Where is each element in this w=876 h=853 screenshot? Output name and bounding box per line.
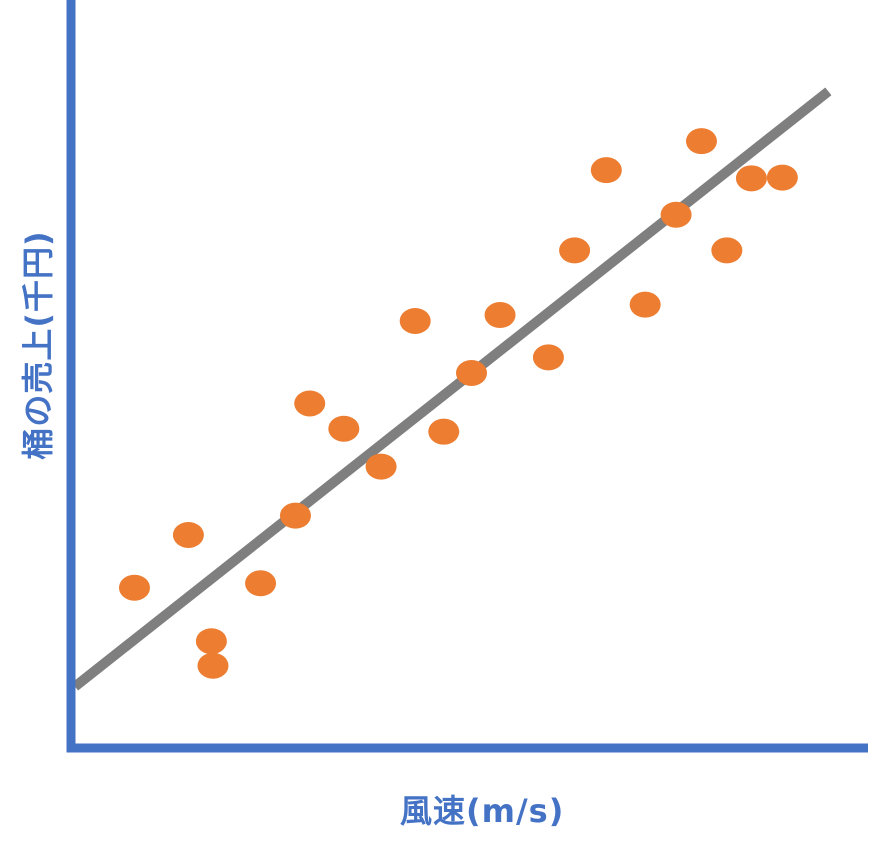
- data-point: [328, 415, 360, 442]
- data-point: [590, 157, 622, 184]
- data-point: [484, 302, 516, 329]
- x-axis-label: 風速(m/s): [400, 792, 565, 830]
- data-point: [294, 390, 326, 417]
- data-point: [685, 128, 717, 155]
- data-point: [735, 165, 767, 192]
- data-point: [118, 574, 150, 601]
- data-point: [766, 164, 798, 191]
- data-point: [365, 453, 397, 480]
- chart-marks: [71, 87, 832, 691]
- data-point: [660, 201, 692, 228]
- data-point: [711, 237, 743, 264]
- data-point: [559, 237, 591, 264]
- data-point: [195, 628, 227, 655]
- data-point: [399, 307, 431, 334]
- data-point: [245, 570, 277, 597]
- data-point: [629, 291, 661, 318]
- data-point: [279, 502, 311, 529]
- trend-line: [71, 87, 832, 691]
- data-point: [428, 418, 460, 445]
- data-point: [172, 521, 204, 548]
- data-point: [197, 652, 229, 679]
- data-point: [532, 344, 564, 371]
- data-point: [456, 359, 487, 386]
- y-axis-label: 桶の売上(千円): [19, 230, 57, 460]
